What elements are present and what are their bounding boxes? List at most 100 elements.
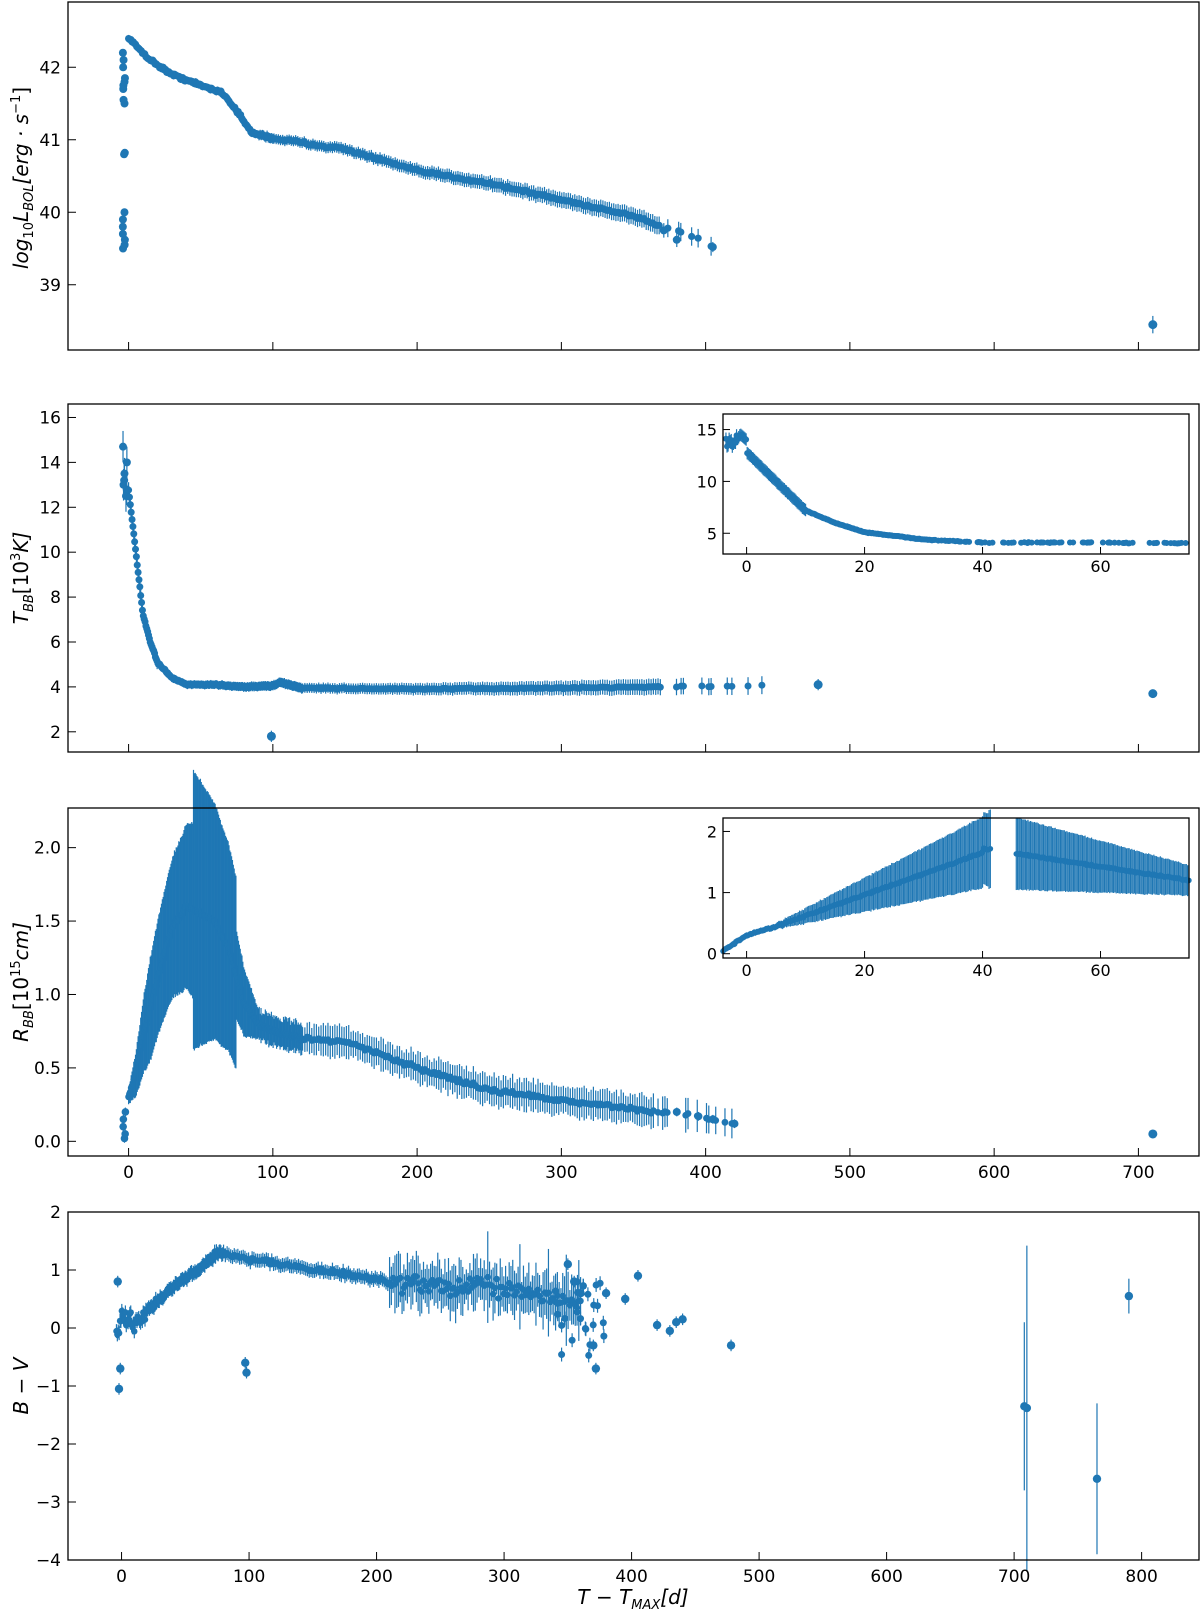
lbol-point (672, 235, 681, 244)
tbb-points (119, 430, 1158, 742)
bv-point (582, 1325, 590, 1333)
tbb-inset-ticks: 0 20 40 60 5 10 15 (697, 421, 1111, 576)
lbol-point (118, 222, 127, 231)
bv-point (493, 1275, 500, 1283)
lbol-ytick-label: 39 (39, 276, 61, 296)
bv-xtick-label: 700 (998, 1567, 1030, 1587)
rbb-axes-frame (67, 807, 1200, 1157)
rbb-xtick-label: 700 (1122, 1163, 1154, 1183)
tbb-inset-point (1154, 539, 1161, 546)
tbb-inset-point (1010, 539, 1017, 546)
bv-ticks: 0 100 200 300 400 500 600 700 800 −4 −3 −2 −1 0 1 2 (36, 1203, 1158, 1587)
tbb-point (135, 576, 143, 584)
bv-point (585, 1351, 593, 1359)
panel-tbb: 2 4 6 8 10 12 14 16 TBB[103K] 0 20 40 60 5 10 15 (9, 403, 1200, 753)
bv-outlier-point (1092, 1474, 1102, 1484)
tbb-inset-point (1088, 539, 1095, 546)
rbb-inset-xtick-label: 0 (742, 961, 752, 980)
bv-point (600, 1332, 608, 1340)
tbb-point (132, 553, 140, 561)
tbb-point (128, 516, 136, 524)
bv-point (568, 1336, 576, 1344)
lbol-ytick-label: 42 (39, 58, 61, 78)
tbb-inset-point (1115, 539, 1122, 546)
rbb-point (672, 1107, 681, 1116)
tbb-inset-point (1178, 539, 1185, 546)
bv-outlier-point (1022, 1403, 1032, 1413)
tbb-inset-point (989, 539, 996, 546)
tbb-inset-point (1058, 539, 1065, 546)
lbol-point (120, 148, 129, 157)
rbb-inset-ytick-label: 1 (707, 884, 717, 903)
tbb-ytick-label: 4 (50, 678, 61, 698)
rbb-inset-frame (722, 817, 1190, 959)
bv-ytick-label: −4 (36, 1551, 61, 1571)
tbb-ytick-label: 2 (50, 723, 61, 743)
bv-ytick-label: 1 (50, 1261, 61, 1281)
tbb-point (136, 583, 144, 591)
tbb-inset-points (722, 428, 1189, 547)
rbb-point (730, 1119, 739, 1128)
tbb-point (127, 508, 135, 516)
tbb-inset: 0 20 40 60 5 10 15 (697, 413, 1190, 576)
rbb-ytick-label: 1.5 (34, 912, 61, 932)
tbb-point (656, 683, 664, 691)
tbb-ytick-label: 14 (39, 453, 61, 473)
tbb-point (134, 568, 142, 576)
tbb-axes-frame (67, 403, 1200, 753)
bv-point (589, 1321, 597, 1329)
tbb-inset-point (1070, 539, 1077, 546)
rbb-xtick-label: 100 (257, 1163, 289, 1183)
tbb-inset-point (1040, 539, 1047, 546)
lbol-ylabel: log10LBOL[erg · s−1] (9, 87, 37, 269)
tbb-point (707, 683, 715, 691)
tbb-outlier-point (813, 680, 823, 690)
lbol-point (688, 232, 696, 241)
tbb-point (125, 493, 133, 501)
rbb-ytick-label: 1.0 (34, 985, 61, 1005)
bv-xtick-label: 800 (1125, 1567, 1157, 1587)
rbb-xtick-label: 600 (978, 1163, 1010, 1183)
bv-point (127, 1309, 134, 1316)
rbb-ytick-label: 0.0 (34, 1132, 61, 1152)
rbb-xtick-label: 0 (123, 1163, 134, 1183)
bv-point (577, 1315, 585, 1323)
bv-point (131, 1328, 138, 1335)
tbb-point (129, 523, 137, 531)
rbb-point (694, 1112, 703, 1121)
rbb-xtick-label: 500 (834, 1163, 866, 1183)
lbol-point (659, 226, 668, 235)
bv-ytick-label: −2 (36, 1435, 61, 1455)
bv-ytick-label: 2 (50, 1203, 61, 1223)
bv-point (577, 1297, 584, 1305)
bv-outlier-point (1124, 1291, 1134, 1301)
rbb-inset-points (720, 809, 1192, 955)
tbb-point (126, 501, 134, 509)
rbb-inset-xtick-label: 60 (1090, 961, 1110, 980)
rbb-inset-point (987, 845, 994, 852)
tbb-point (131, 538, 139, 546)
bv-outlier-point (621, 1294, 630, 1304)
rbb-xtick-label: 300 (545, 1163, 577, 1183)
bv-point (596, 1279, 604, 1287)
tbb-inset-xtick-label: 60 (1090, 557, 1110, 576)
tbb-point (728, 682, 736, 690)
bv-point (590, 1301, 598, 1309)
rbb-point (119, 1122, 127, 1131)
bv-outlier-point (652, 1320, 662, 1330)
bv-outlier-point (678, 1315, 687, 1324)
tbb-inset-xtick-label: 0 (742, 557, 752, 576)
tbb-inset-point (1001, 539, 1008, 546)
rbb-xtick-label: 400 (689, 1163, 721, 1183)
tbb-point (698, 682, 706, 690)
rbb-point (684, 1110, 692, 1117)
tbb-ytick-label: 8 (50, 588, 61, 608)
bv-outlier-point (241, 1358, 250, 1368)
lbol-point (1148, 320, 1158, 330)
bv-outlier-point (242, 1368, 251, 1377)
lbol-point (694, 234, 702, 242)
bv-outlier-point (665, 1326, 675, 1336)
bv-outlier-point (601, 1289, 611, 1298)
